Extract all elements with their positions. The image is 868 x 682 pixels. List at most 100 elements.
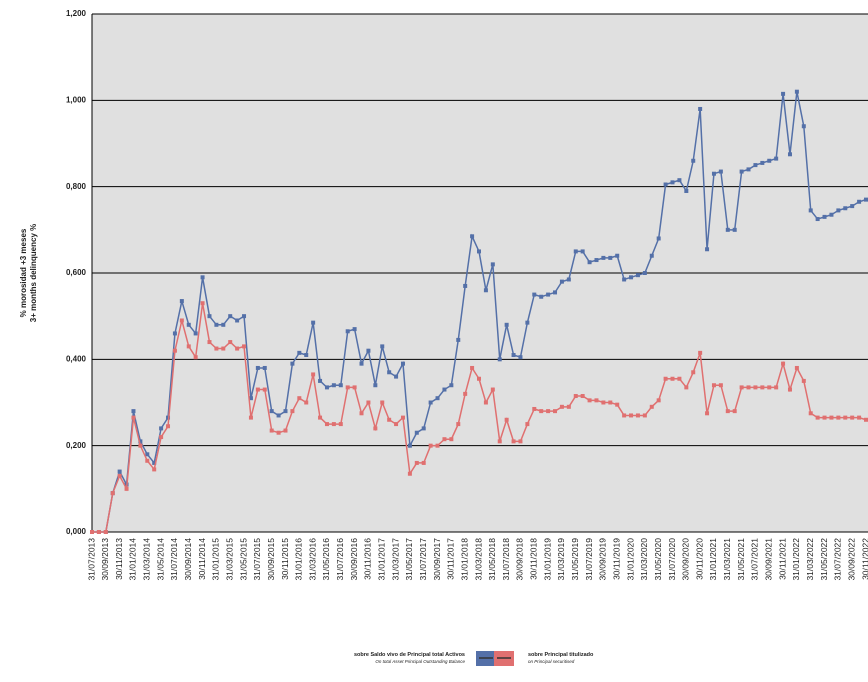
point-marker <box>608 255 613 260</box>
point-marker <box>477 249 481 254</box>
point-marker <box>366 400 371 405</box>
x-tick-label: 31/03/2019 <box>556 538 566 581</box>
point-marker <box>172 348 177 353</box>
point-marker <box>214 322 219 327</box>
point-marker <box>255 387 260 392</box>
point-marker <box>587 260 592 265</box>
x-tick-label: 31/03/2020 <box>639 538 649 581</box>
point-marker <box>573 249 578 254</box>
x-tick-label: 31/07/2014 <box>169 538 179 581</box>
point-marker <box>276 413 281 418</box>
point-marker <box>559 404 564 409</box>
point-marker <box>732 227 737 232</box>
x-tick-label: 30/11/2020 <box>694 538 704 580</box>
point-marker <box>767 385 772 390</box>
point-marker <box>566 404 571 409</box>
point-marker <box>373 426 378 431</box>
y-label-line: 3+ months delinquency % <box>29 224 38 322</box>
point-marker <box>864 197 868 202</box>
point-marker <box>684 188 689 193</box>
x-tick-label: 31/01/2021 <box>708 538 718 581</box>
point-marker <box>698 350 703 355</box>
point-marker <box>622 413 627 418</box>
x-tick-label: 31/05/2022 <box>819 538 829 581</box>
point-marker <box>200 275 205 280</box>
point-marker <box>110 491 115 496</box>
point-marker <box>635 273 640 278</box>
point-marker <box>380 400 385 405</box>
point-marker <box>739 169 744 174</box>
point-marker <box>594 258 599 263</box>
point-marker <box>283 428 288 433</box>
point-marker <box>718 383 723 388</box>
point-marker <box>221 346 226 351</box>
point-marker <box>801 124 806 129</box>
point-marker <box>497 357 502 362</box>
x-tick-label: 31/07/2016 <box>335 538 345 581</box>
point-marker <box>179 318 184 323</box>
point-marker <box>829 212 834 217</box>
point-marker <box>864 417 868 422</box>
point-marker <box>705 411 710 416</box>
point-marker <box>324 385 329 390</box>
point-marker <box>608 400 613 405</box>
point-marker <box>518 355 523 360</box>
point-marker <box>573 394 578 399</box>
x-tick-label: 31/03/2022 <box>805 538 815 581</box>
point-marker <box>490 387 495 392</box>
point-marker <box>269 428 274 433</box>
point-marker <box>324 422 329 427</box>
x-tick-label: 31/07/2019 <box>584 538 594 581</box>
point-marker <box>138 443 143 448</box>
point-marker <box>159 435 164 440</box>
point-marker <box>131 409 136 414</box>
point-marker <box>117 469 122 474</box>
point-marker <box>635 413 640 418</box>
point-marker <box>90 530 94 534</box>
point-marker <box>843 415 848 420</box>
y-axis-label: % morosidad +3 meses 3+ months delinquen… <box>19 224 38 322</box>
point-marker <box>822 214 827 219</box>
x-tick-label: 31/07/2015 <box>252 538 262 581</box>
point-marker <box>359 361 364 366</box>
point-marker <box>311 320 316 325</box>
point-marker <box>248 415 253 420</box>
point-marker <box>656 398 661 403</box>
point-marker <box>456 337 461 342</box>
x-tick-label: 31/07/2021 <box>750 538 760 581</box>
point-marker <box>532 292 537 297</box>
point-marker <box>836 415 841 420</box>
point-marker <box>297 350 302 355</box>
point-marker <box>518 439 523 444</box>
point-marker <box>594 398 599 403</box>
x-tick-label: 30/09/2014 <box>183 538 193 581</box>
point-marker <box>691 158 696 163</box>
point-marker <box>857 199 862 204</box>
point-marker <box>262 365 267 370</box>
point-marker <box>290 361 295 366</box>
point-marker <box>546 409 551 414</box>
point-marker <box>649 404 654 409</box>
x-tick-label: 31/07/2022 <box>833 538 843 581</box>
point-marker <box>843 206 848 211</box>
point-marker <box>400 415 405 420</box>
point-marker <box>725 227 730 232</box>
x-tick-label: 31/03/2016 <box>307 538 317 581</box>
x-tick-label: 30/09/2013 <box>100 538 110 581</box>
point-marker <box>470 234 475 239</box>
point-marker <box>366 348 371 353</box>
point-marker <box>428 443 433 448</box>
point-marker <box>642 271 647 275</box>
point-marker <box>656 236 661 241</box>
point-marker <box>172 331 177 336</box>
point-marker <box>297 396 302 401</box>
point-marker <box>193 331 198 336</box>
point-marker <box>587 398 592 403</box>
point-marker <box>179 299 184 304</box>
point-marker <box>145 452 150 457</box>
point-marker <box>739 385 744 390</box>
point-marker <box>414 430 419 435</box>
point-marker <box>200 301 205 306</box>
point-marker <box>746 167 751 172</box>
x-tick-label: 31/07/2018 <box>501 538 511 581</box>
